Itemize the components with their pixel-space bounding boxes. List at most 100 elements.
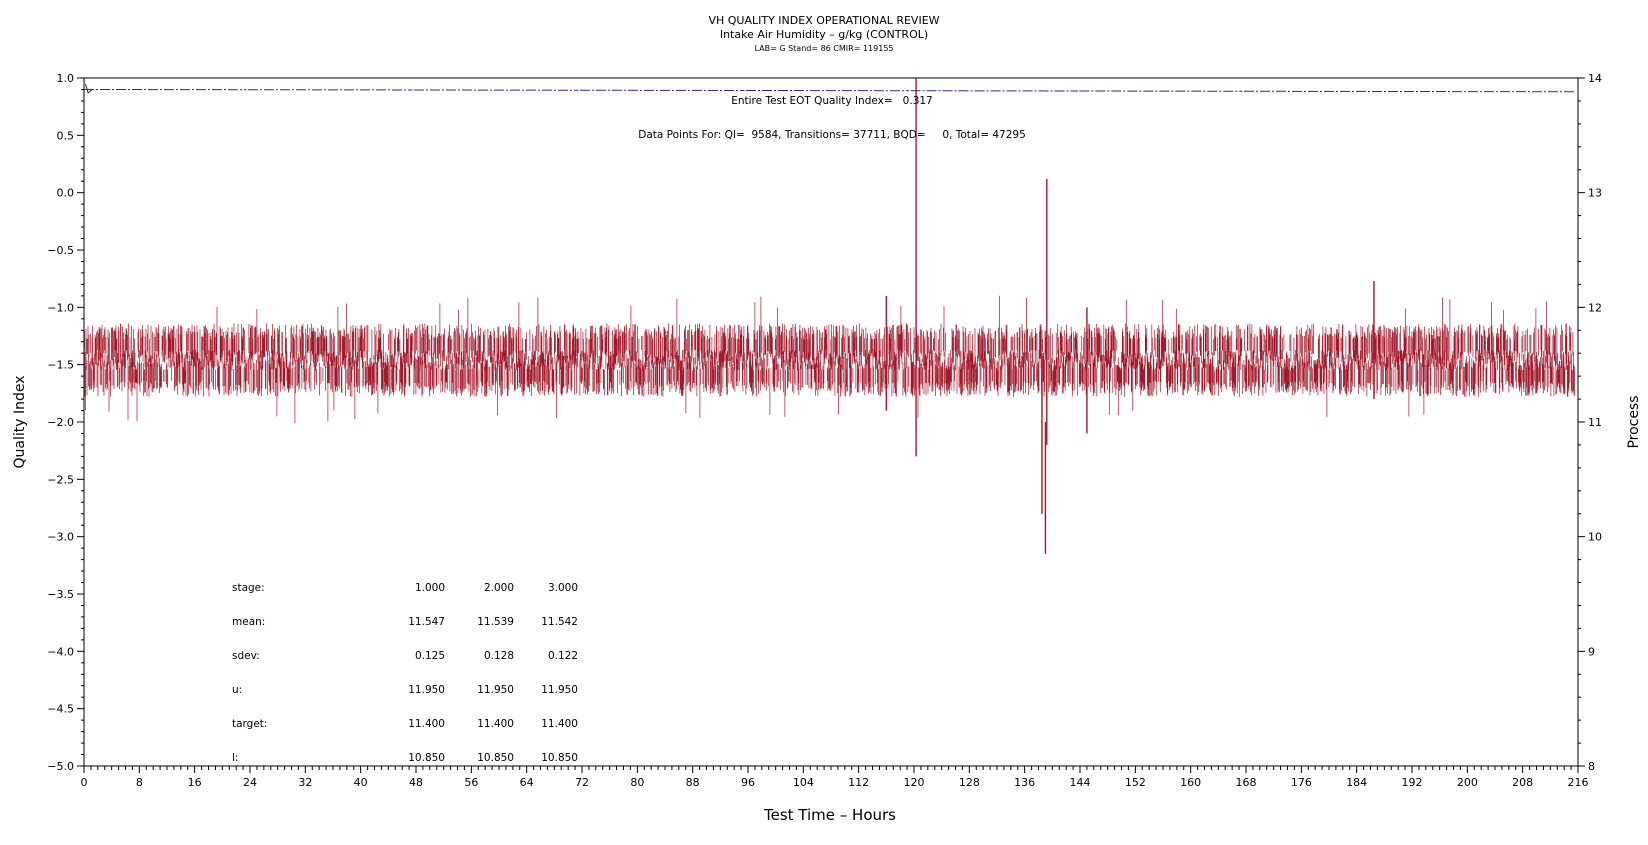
stats-cell: 11.539 (477, 616, 514, 628)
quality-index-trace (83, 83, 1575, 94)
x-tick-label: 40 (354, 776, 368, 789)
process-trace-segment (910, 295, 1047, 418)
y-left-tick-label: 1.0 (57, 72, 75, 85)
x-tick-label: 16 (188, 776, 202, 789)
x-tick-label: 8 (136, 776, 143, 789)
stats-table: stage: 1.000 2.000 3.000 mean: 11.547 11.539 11… (232, 582, 578, 764)
y-right-tick-label: 10 (1588, 531, 1602, 544)
x-tick-label: 96 (741, 776, 755, 789)
stats-row-label: sdev: (232, 650, 260, 662)
x-tick-label: 32 (298, 776, 312, 789)
y-right-tick-label: 12 (1588, 301, 1602, 314)
y-axis-label-right: Process (1626, 395, 1642, 448)
process-trace-segment (83, 306, 247, 422)
stats-cell: 11.950 (408, 684, 445, 696)
y-left-tick-label: −1.0 (47, 301, 74, 314)
x-tick-label: 128 (959, 776, 980, 789)
x-tick-label: 80 (630, 776, 644, 789)
y-right-tick-label: 8 (1588, 760, 1595, 773)
stats-cell: 2.000 (484, 582, 514, 594)
x-tick-label: 152 (1125, 776, 1146, 789)
y-left-tick-label: −1.5 (47, 359, 74, 372)
x-tick-label: 168 (1236, 776, 1257, 789)
stats-cell: 3.000 (548, 582, 578, 594)
y-axis-label-left: Quality Index (12, 375, 28, 468)
x-tick-label: 48 (409, 776, 423, 789)
quality-index-segment (1243, 90, 1575, 93)
x-tick-label: 64 (520, 776, 534, 789)
x-tick-label: 120 (904, 776, 925, 789)
y-left-tick-label: 0.5 (57, 129, 75, 142)
chart-title: VH QUALITY INDEX OPERATIONAL REVIEW (708, 14, 939, 27)
y-right-tick-label: 9 (1588, 645, 1595, 658)
y-left-tick-label: −2.5 (47, 473, 74, 486)
x-tick-label: 176 (1291, 776, 1312, 789)
x-tick-label: 72 (575, 776, 589, 789)
stats-row-label: mean: (232, 616, 265, 628)
process-trace-segment (579, 298, 745, 418)
y-left-tick-label: −2.0 (47, 416, 74, 429)
stats-cell: 10.850 (477, 752, 514, 764)
stats-cell: 11.950 (477, 684, 514, 696)
process-trace-segment (413, 297, 579, 418)
process-trace-segment (1243, 297, 1575, 418)
stats-cell: 11.400 (541, 718, 578, 730)
stats-cell: 11.950 (541, 684, 578, 696)
y-right-tick-label: 11 (1588, 416, 1602, 429)
quality-index-start (84, 83, 93, 94)
stats-row-label: target: (232, 718, 267, 730)
stats-cell: 0.125 (415, 650, 445, 662)
stats-row-label: stage: (232, 582, 265, 594)
x-tick-label: 200 (1457, 776, 1478, 789)
x-tick-label: 192 (1402, 776, 1423, 789)
left-axis: 1.0 0.5 0.0 −0.5 −1.0 −1.5 −2.0 −2.5 −3.0 −3.5 −4.… (47, 72, 84, 773)
chart-subtitle-lab: LAB= G Stand= 86 CMIR= 119155 (754, 44, 893, 53)
stats-cell: 11.400 (408, 718, 445, 730)
process-trace-segment (1047, 324, 1079, 397)
y-left-tick-label: −4.5 (47, 703, 74, 716)
stats-cell: 11.542 (541, 616, 578, 628)
process-trace-segment (1078, 299, 1243, 416)
stats-cell: 0.128 (484, 650, 514, 662)
x-tick-label: 0 (81, 776, 88, 789)
x-tick-label: 208 (1512, 776, 1533, 789)
x-tick-label: 112 (848, 776, 869, 789)
stats-cell: 10.850 (541, 752, 578, 764)
y-left-tick-label: −3.0 (47, 531, 74, 544)
stats-cell: 11.547 (408, 616, 445, 628)
y-right-tick-label: 14 (1588, 72, 1602, 85)
annotation-data-points: Data Points For: QI= 9584, Transitions= … (638, 129, 1026, 141)
x-axis-label: Test Time – Hours (763, 806, 896, 824)
x-tick-label: 160 (1180, 776, 1201, 789)
process-trace (83, 78, 1575, 554)
y-left-tick-label: −0.5 (47, 244, 74, 257)
y-right-tick-label: 13 (1588, 187, 1602, 200)
stats-cell: 11.400 (477, 718, 514, 730)
x-tick-label: 216 (1568, 776, 1589, 789)
x-tick-label: 144 (1070, 776, 1091, 789)
stats-row-label: l: (232, 752, 238, 764)
y-left-tick-label: −5.0 (47, 760, 74, 773)
x-tick-label: 24 (243, 776, 257, 789)
y-left-tick-label: −4.0 (47, 645, 74, 658)
x-tick-label: 184 (1346, 776, 1367, 789)
y-left-tick-label: 0.0 (57, 187, 75, 200)
bottom-axis: 0 8 16 24 32 40 48 56 64 72 80 88 96 104 112 120 128 136 1… (81, 766, 1589, 789)
process-trace-segment (247, 303, 413, 423)
x-tick-label: 56 (464, 776, 478, 789)
stats-cell: 1.000 (415, 582, 445, 594)
x-tick-label: 104 (793, 776, 814, 789)
stats-cell: 10.850 (408, 752, 445, 764)
process-trace-segment (745, 296, 910, 417)
y-left-tick-label: −3.5 (47, 588, 74, 601)
plot-frame (83, 77, 1579, 767)
chart-subtitle: Intake Air Humidity – g/kg (CONTROL) (720, 28, 928, 41)
series-layer (83, 78, 1575, 554)
right-axis: 14 13 12 11 10 9 8 (1578, 72, 1602, 773)
stats-cell: 0.122 (548, 650, 578, 662)
stats-row-label: u: (232, 684, 242, 696)
x-tick-label: 88 (686, 776, 700, 789)
x-tick-label: 136 (1014, 776, 1035, 789)
annotation-eot: Entire Test EOT Quality Index= 0.317 (731, 95, 933, 107)
